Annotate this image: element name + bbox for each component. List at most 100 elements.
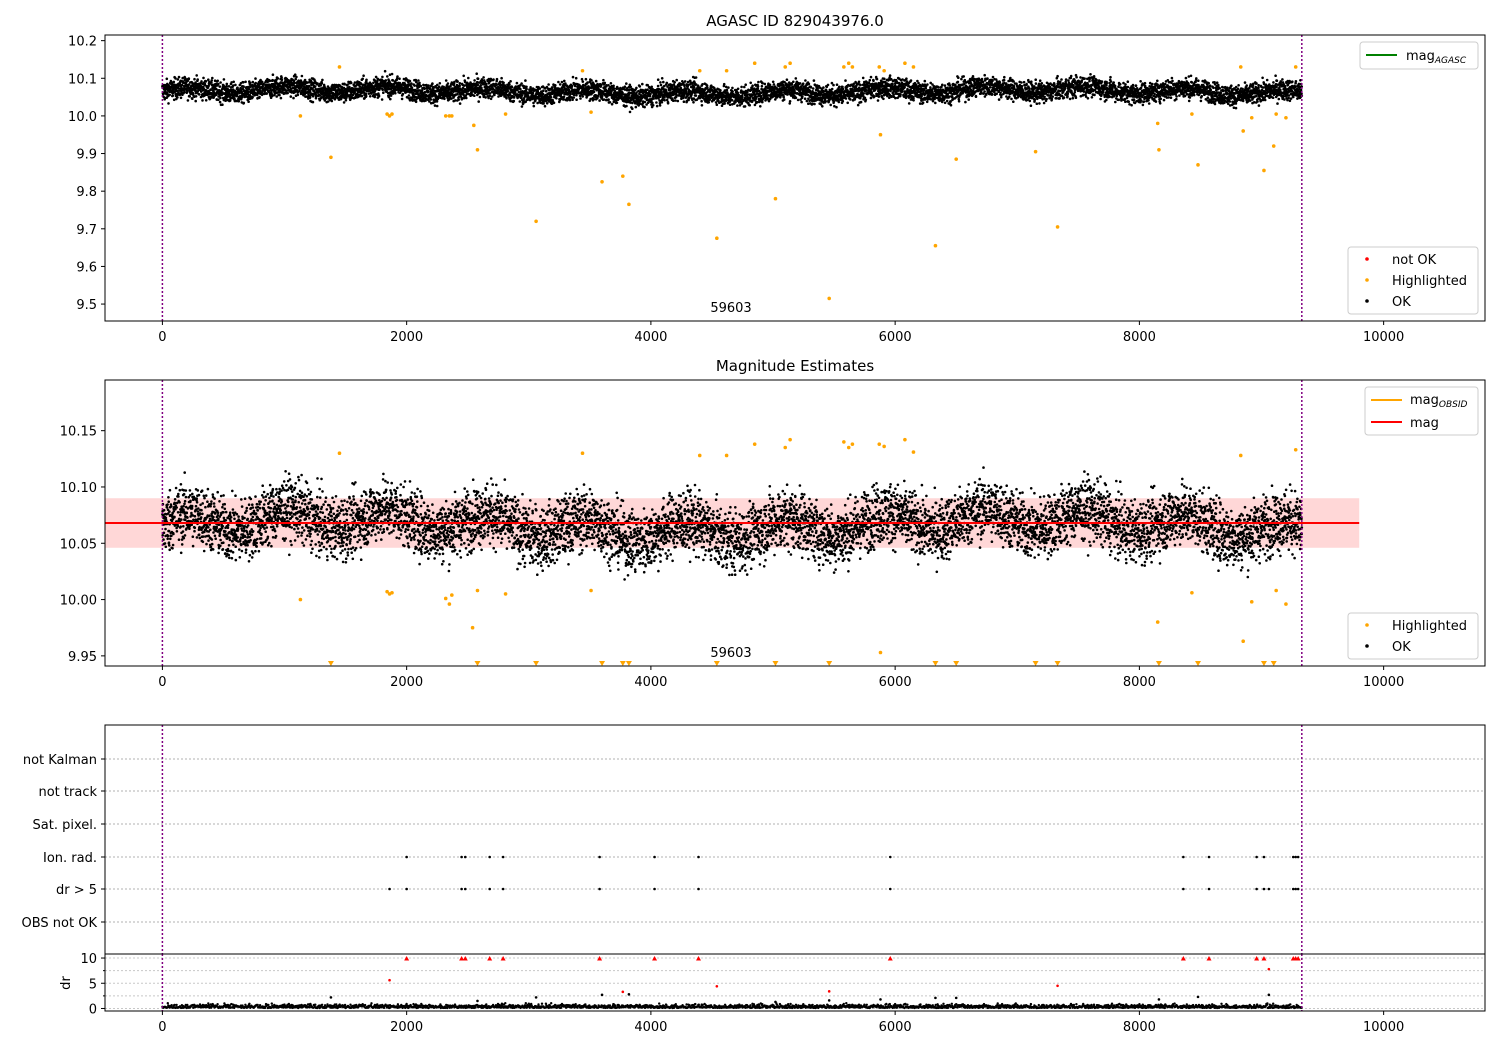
ok-point bbox=[308, 95, 312, 99]
ok-point bbox=[804, 79, 807, 82]
ok-point bbox=[492, 78, 495, 81]
ok-point bbox=[694, 94, 698, 97]
ok-point bbox=[164, 84, 168, 87]
ok-point bbox=[547, 83, 550, 86]
ok-point bbox=[396, 75, 399, 78]
ok-point bbox=[676, 99, 680, 103]
ok-point bbox=[505, 97, 508, 100]
ok-point bbox=[891, 82, 894, 86]
ok-point bbox=[242, 85, 245, 88]
ok-point bbox=[631, 107, 634, 110]
ok-point bbox=[389, 94, 393, 97]
ok-point bbox=[613, 87, 616, 90]
ok-point bbox=[760, 84, 764, 88]
ok-point bbox=[207, 78, 210, 81]
ok-point bbox=[662, 80, 665, 84]
ok-point bbox=[708, 90, 712, 93]
ok-point bbox=[524, 79, 527, 82]
ok-point bbox=[656, 78, 660, 81]
ok-point bbox=[868, 78, 872, 82]
ok-point bbox=[609, 82, 613, 85]
ok-point bbox=[489, 97, 493, 101]
ok-point bbox=[180, 83, 184, 87]
ok-point bbox=[394, 91, 397, 95]
ok-point bbox=[543, 104, 547, 108]
ok-point bbox=[476, 83, 480, 87]
ok-point bbox=[875, 77, 879, 81]
ok-point bbox=[921, 101, 925, 104]
ok-point bbox=[254, 81, 257, 85]
ok-point bbox=[757, 80, 760, 84]
ok-point bbox=[603, 81, 607, 85]
ok-point bbox=[187, 77, 191, 80]
ok-point bbox=[731, 90, 734, 93]
ok-point bbox=[907, 102, 911, 105]
ok-point bbox=[255, 93, 259, 97]
ok-point bbox=[532, 104, 536, 108]
ok-point bbox=[909, 79, 913, 82]
ok-point bbox=[634, 105, 638, 109]
ok-point bbox=[856, 103, 860, 107]
ok-point bbox=[300, 74, 304, 78]
ok-point bbox=[869, 96, 873, 100]
ok-point bbox=[473, 94, 476, 97]
ok-point bbox=[187, 83, 191, 86]
ok-point bbox=[857, 80, 861, 84]
ok-point bbox=[199, 90, 203, 93]
ok-point bbox=[894, 96, 897, 100]
ok-point bbox=[467, 76, 470, 80]
ok-point bbox=[607, 98, 610, 101]
ok-point bbox=[237, 99, 240, 103]
ok-point bbox=[429, 98, 433, 101]
ok-point bbox=[615, 101, 619, 104]
ok-point bbox=[195, 74, 198, 77]
ok-point bbox=[520, 105, 524, 108]
ok-point bbox=[200, 80, 203, 83]
ok-point bbox=[293, 73, 297, 76]
ok-point bbox=[177, 86, 180, 90]
ok-point bbox=[837, 100, 841, 104]
ok-point bbox=[632, 91, 636, 94]
ok-point bbox=[883, 77, 886, 81]
ok-point bbox=[342, 101, 346, 104]
ok-point bbox=[235, 92, 239, 96]
ok-point bbox=[311, 100, 315, 104]
ok-point bbox=[515, 81, 519, 85]
ok-point bbox=[362, 74, 365, 77]
ok-point bbox=[727, 86, 730, 89]
ok-point bbox=[736, 104, 739, 107]
ok-point bbox=[657, 87, 661, 91]
ok-point bbox=[602, 78, 605, 82]
ok-point bbox=[518, 100, 522, 103]
ok-point bbox=[247, 100, 250, 103]
ok-point bbox=[801, 95, 804, 98]
ok-point bbox=[794, 77, 798, 80]
ok-point bbox=[575, 98, 578, 101]
ok-point bbox=[389, 97, 392, 101]
ok-point bbox=[408, 79, 412, 83]
ok-point bbox=[730, 98, 734, 102]
ok-point bbox=[216, 79, 219, 83]
ok-point bbox=[722, 82, 726, 86]
ok-point bbox=[756, 85, 760, 88]
ok-point bbox=[724, 85, 728, 89]
ok-point bbox=[723, 102, 726, 105]
ok-point bbox=[859, 83, 862, 87]
ok-point bbox=[215, 93, 218, 97]
ok-point bbox=[368, 95, 372, 98]
ok-point bbox=[835, 105, 838, 109]
ok-point bbox=[344, 98, 348, 102]
ok-point bbox=[199, 95, 203, 99]
ok-point bbox=[462, 74, 466, 78]
ok-point bbox=[571, 75, 575, 79]
ok-point bbox=[569, 92, 572, 96]
ok-point bbox=[275, 91, 279, 94]
ok-point bbox=[651, 104, 655, 107]
ok-point bbox=[826, 83, 830, 87]
ok-point bbox=[235, 94, 239, 98]
ok-point bbox=[737, 93, 740, 97]
ok-point bbox=[658, 104, 662, 107]
ok-point bbox=[433, 104, 437, 107]
ok-point bbox=[903, 85, 906, 89]
ok-point bbox=[294, 77, 298, 81]
